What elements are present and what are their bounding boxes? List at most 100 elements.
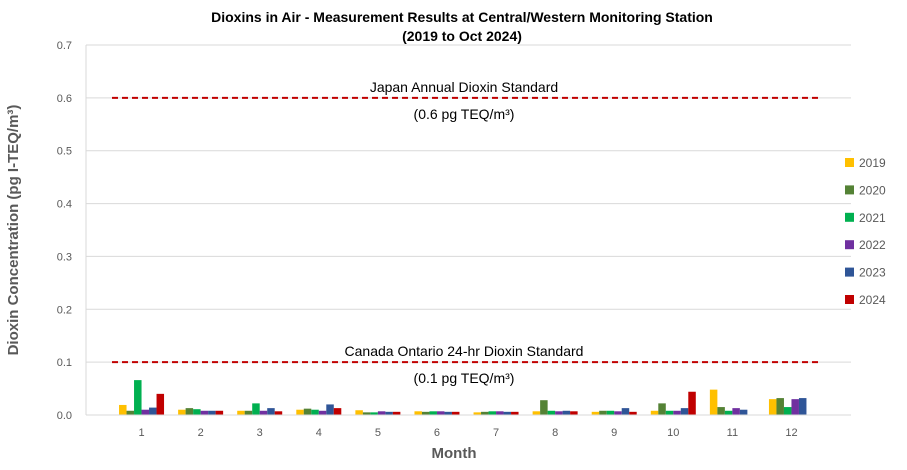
- bar-2022-10: [673, 410, 681, 415]
- bar-2024-3: [274, 411, 283, 415]
- x-tick-label: 2: [198, 427, 204, 439]
- bar-2022-6: [436, 411, 445, 415]
- x-tick-label: 11: [727, 427, 738, 439]
- legend-label: 2020: [859, 183, 886, 197]
- bar-2023-6: [444, 411, 452, 415]
- legend: 2019 2020 2021 2022 2023 2024: [845, 156, 886, 307]
- bar-2020-12: [776, 398, 784, 415]
- reference-line-sublabel: (0.6 pg TEQ/m³): [414, 106, 515, 122]
- bar-2022-4: [318, 410, 327, 415]
- bar-2022-8: [555, 411, 563, 415]
- y-tick-label: 0.2: [57, 304, 72, 316]
- bar-2021-4: [311, 409, 319, 415]
- bar-2020-5: [362, 412, 371, 415]
- y-tick-label: 0.1: [57, 357, 72, 369]
- legend-label: 2021: [859, 211, 886, 225]
- bar-2021-9: [606, 410, 615, 415]
- reference-line-label: Canada Ontario 24-hr Dioxin Standard: [345, 343, 584, 359]
- legend-swatch: [845, 295, 854, 304]
- legend-label: 2024: [859, 293, 886, 307]
- legend-swatch: [845, 185, 854, 195]
- bar-2021-1: [134, 380, 142, 415]
- bar-2023-12: [798, 398, 807, 415]
- bar-2023-9: [621, 408, 630, 415]
- legend-swatch: [845, 267, 854, 277]
- x-axis-title: Month: [432, 445, 477, 462]
- legend-label: 2022: [859, 238, 886, 252]
- y-tick-label: 0.3: [57, 251, 72, 263]
- bar-2019-1: [119, 404, 127, 415]
- x-tick-label: 12: [785, 427, 797, 439]
- reference-line-label: Japan Annual Dioxin Standard: [370, 79, 558, 95]
- bar-2024-7: [511, 411, 519, 415]
- legend-swatch: [845, 158, 854, 167]
- bar-2021-8: [547, 410, 556, 415]
- bar-2021-7: [488, 411, 497, 415]
- y-tick-labels: 0.0 0.1 0.2 0.3 0.4 0.5 0.6 0.7: [57, 40, 72, 422]
- bar-2024-4: [333, 408, 342, 415]
- bar-2021-6: [429, 411, 437, 415]
- bar-2023-2: [208, 410, 216, 415]
- bar-2022-3: [259, 410, 268, 415]
- bar-2023-4: [326, 404, 334, 415]
- y-tick-label: 0.4: [57, 199, 72, 211]
- x-tick-label: 7: [493, 427, 499, 439]
- bar-2021-5: [370, 412, 378, 415]
- bar-2022-7: [496, 411, 504, 415]
- bar-2022-12: [791, 399, 799, 415]
- bar-2024-10: [688, 391, 696, 415]
- bar-2019-11: [709, 389, 718, 415]
- bar-2019-12: [768, 399, 777, 415]
- bar-2019-3: [237, 410, 245, 415]
- x-tick-label: 10: [667, 427, 679, 439]
- bar-2020-6: [421, 411, 430, 415]
- bar-2023-10: [680, 408, 689, 415]
- x-tick-label: 4: [316, 427, 322, 439]
- bar-2024-9: [629, 411, 637, 415]
- bar-2022-9: [614, 411, 622, 415]
- x-tick-label: 1: [138, 427, 144, 439]
- bar-2021-12: [783, 407, 792, 415]
- bar-2020-7: [481, 411, 489, 415]
- bar-2023-3: [267, 408, 275, 415]
- bar-2021-10: [665, 410, 674, 415]
- bar-2023-7: [503, 411, 512, 415]
- bar-2020-10: [658, 403, 666, 415]
- x-tick-label: 6: [434, 427, 440, 439]
- bar-2024-6: [451, 411, 460, 415]
- bar-2022-1: [141, 409, 150, 415]
- bar-2020-3: [244, 410, 253, 415]
- legend-swatch: [845, 212, 854, 222]
- bar-2019-9: [591, 411, 600, 415]
- bar-2023-11: [739, 409, 748, 415]
- bar-2019-6: [414, 411, 422, 415]
- legend-label: 2023: [859, 266, 886, 280]
- bar-2020-9: [599, 410, 607, 415]
- bar-2023-8: [562, 410, 571, 415]
- bar-2019-8: [532, 411, 541, 415]
- y-tick-label: 0.5: [57, 146, 72, 158]
- legend-label: 2019: [859, 156, 886, 170]
- bar-2019-5: [355, 410, 363, 415]
- reference-line-sublabel: (0.1 pg TEQ/m³): [414, 370, 515, 386]
- legend-swatch: [845, 240, 854, 250]
- bar-2021-3: [252, 403, 260, 415]
- x-tick-label: 3: [257, 427, 263, 439]
- chart-subtitle: (2019 to Oct 2024): [402, 28, 522, 44]
- gridlines: [86, 44, 851, 416]
- y-tick-label: 0.0: [57, 410, 72, 422]
- x-tick-label: 8: [552, 427, 558, 439]
- bar-2022-5: [377, 411, 386, 415]
- bar-2024-1: [156, 393, 165, 415]
- bar-2020-11: [717, 407, 725, 415]
- bar-2020-8: [540, 400, 548, 415]
- bar-2020-4: [303, 408, 312, 415]
- bar-2021-2: [193, 409, 201, 415]
- bar-2024-2: [215, 410, 224, 415]
- bar-2020-1: [126, 410, 135, 415]
- bar-2024-8: [570, 411, 578, 415]
- bar-2020-2: [185, 408, 194, 415]
- bar-2023-1: [149, 407, 157, 415]
- chart-title: Dioxins in Air - Measurement Results at …: [211, 9, 713, 25]
